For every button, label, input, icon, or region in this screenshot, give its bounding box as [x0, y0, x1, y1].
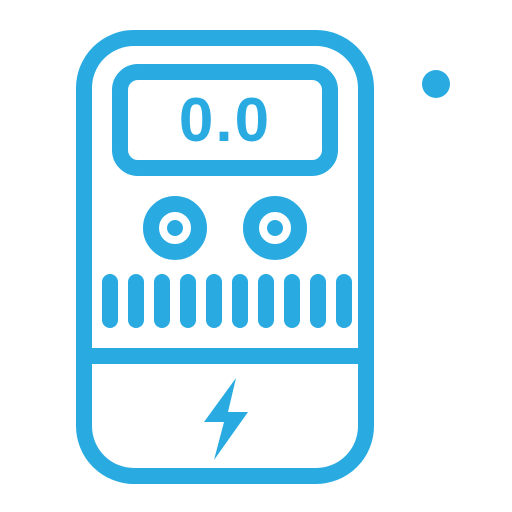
stamp-dot [422, 70, 450, 98]
meter-svg [0, 0, 512, 512]
knob-right-dot [267, 220, 283, 236]
electricity-meter-icon: 0.0 [0, 0, 512, 512]
lightning-bolt-icon [204, 378, 248, 460]
meter-display-value: 0.0 [152, 90, 298, 152]
knob-left-dot [167, 220, 183, 236]
